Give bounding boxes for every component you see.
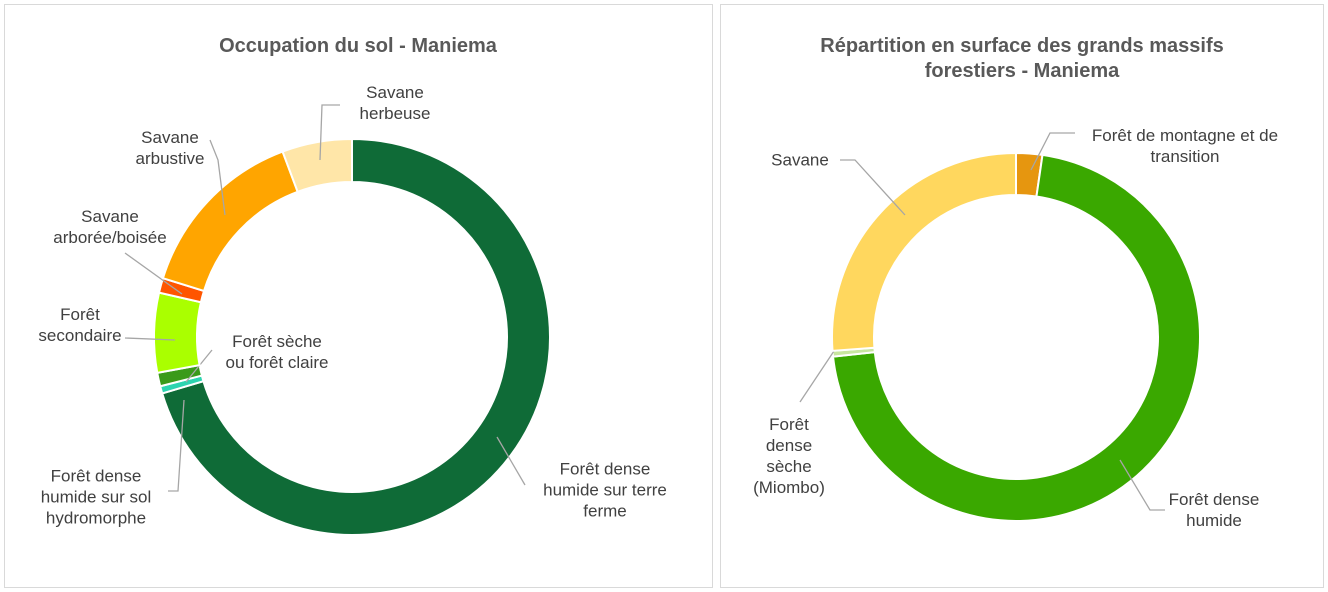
slice-label: Forêt secondaire xyxy=(38,305,122,345)
leader-line xyxy=(840,159,906,216)
slice-label: Forêt sèche ou forêt claire xyxy=(225,332,329,372)
slice-label: Forêt dense humide xyxy=(1168,490,1260,530)
slice-label: Savane herbeuse xyxy=(359,83,431,123)
leader-line xyxy=(124,252,183,295)
leader-line xyxy=(168,399,185,492)
leader-line xyxy=(209,139,226,216)
leader-line xyxy=(124,337,176,341)
chart-title: Répartition en surface des grands massif… xyxy=(820,35,1224,82)
slice-label: Forêt dense sèche (Miombo) xyxy=(753,415,825,497)
donut-slice xyxy=(831,153,1201,522)
leader-line xyxy=(1030,132,1075,171)
panel xyxy=(4,4,713,588)
slice-label: Savane xyxy=(771,150,829,170)
slice-label: Savane arborée/boisée xyxy=(53,207,167,247)
slice-label: Forêt de montagne et de transition xyxy=(1091,126,1279,166)
leader-line xyxy=(1119,459,1165,511)
slice-label: Forêt dense humide sur sol hydromorphe xyxy=(40,466,152,528)
chart-title: Occupation du sol - Maniema xyxy=(219,35,497,57)
donut-slice xyxy=(153,291,203,375)
slice-label: Savane arbustive xyxy=(135,128,205,168)
slice-label: Forêt dense humide sur terre ferme xyxy=(543,459,667,521)
leader-line xyxy=(319,104,340,161)
donut-slice xyxy=(831,151,1017,352)
donut-slice xyxy=(160,137,551,536)
leader-line xyxy=(496,436,526,486)
donut-slice xyxy=(281,137,353,194)
